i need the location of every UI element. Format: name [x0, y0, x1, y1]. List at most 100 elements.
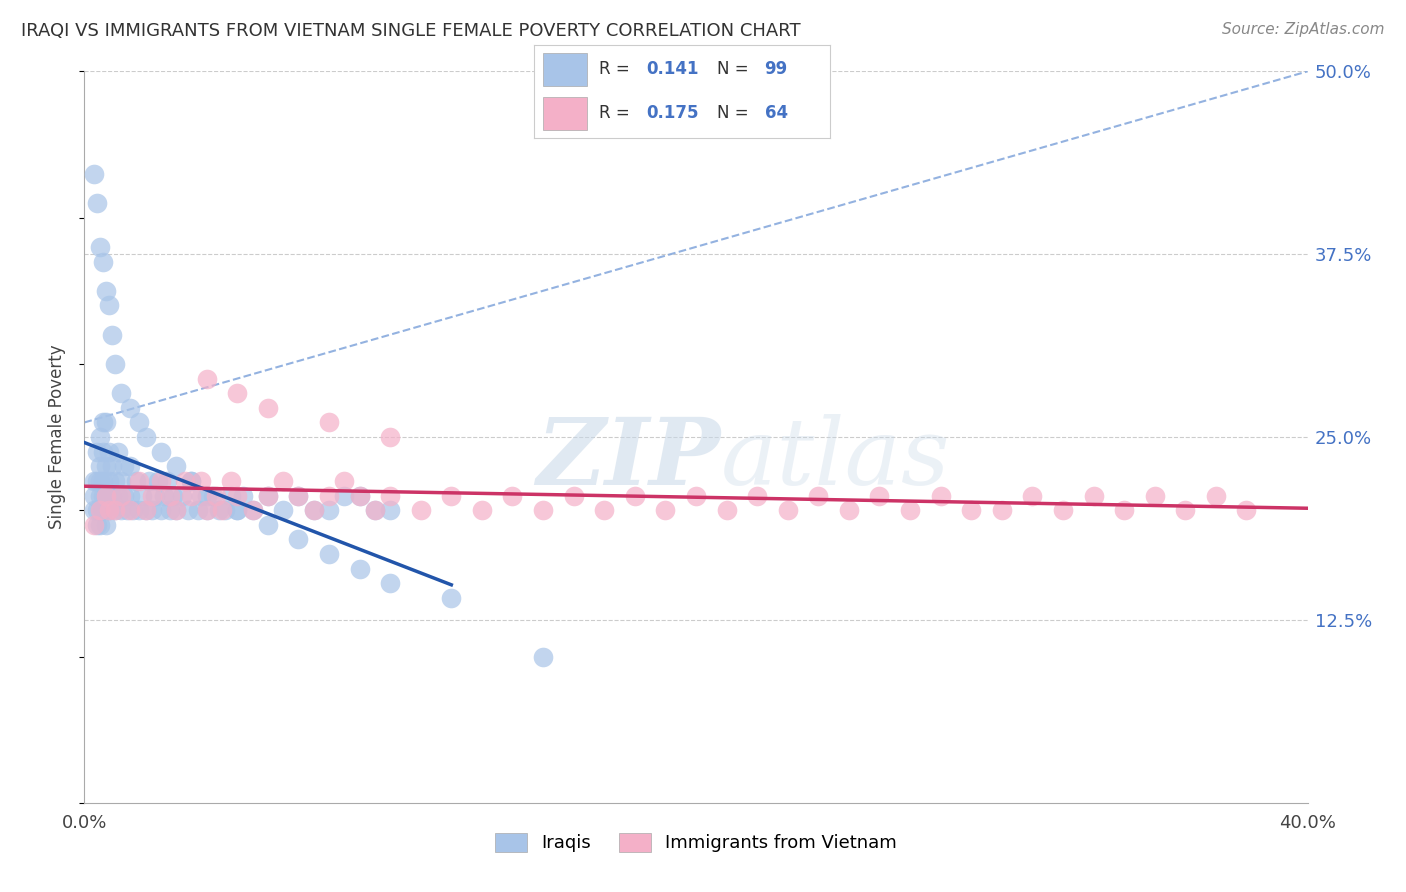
Point — [593, 503, 616, 517]
Point — [101, 459, 124, 474]
Point — [107, 489, 129, 503]
Text: 0.175: 0.175 — [647, 104, 699, 122]
Text: 99: 99 — [765, 61, 787, 78]
Point — [89, 517, 111, 532]
Point — [380, 430, 402, 444]
Point — [232, 489, 254, 503]
Point — [135, 430, 157, 444]
Y-axis label: Single Female Poverty: Single Female Poverty — [48, 345, 66, 529]
Point — [91, 416, 114, 430]
Point — [1021, 489, 1043, 503]
Point — [242, 503, 264, 517]
Point — [89, 240, 111, 254]
Point — [101, 327, 124, 342]
Text: R =: R = — [599, 104, 636, 122]
Point — [776, 503, 799, 517]
Point — [107, 444, 129, 458]
Point — [302, 503, 325, 517]
Point — [624, 489, 647, 503]
Point — [141, 503, 163, 517]
Point — [226, 503, 249, 517]
Point — [287, 489, 309, 503]
Point — [991, 503, 1014, 517]
Point — [174, 474, 197, 488]
Point — [257, 401, 280, 415]
Point — [1143, 489, 1166, 503]
Point — [86, 196, 108, 211]
Point — [146, 474, 169, 488]
Point — [94, 489, 117, 503]
Point — [960, 503, 983, 517]
Point — [257, 489, 280, 503]
Point — [302, 503, 325, 517]
Point — [838, 503, 860, 517]
Point — [110, 503, 132, 517]
Point — [685, 489, 707, 503]
Point — [104, 503, 127, 517]
Point — [219, 474, 242, 488]
Point — [143, 489, 166, 503]
Text: ZIP: ZIP — [536, 414, 720, 504]
Point — [226, 489, 249, 503]
Point — [110, 386, 132, 401]
Point — [180, 474, 202, 488]
Point — [898, 503, 921, 517]
Point — [172, 489, 194, 503]
Point — [318, 416, 340, 430]
Point — [807, 489, 830, 503]
Point — [242, 503, 264, 517]
Point — [409, 503, 432, 517]
Point — [122, 503, 145, 517]
Text: R =: R = — [599, 61, 636, 78]
Point — [226, 386, 249, 401]
Point — [214, 503, 236, 517]
Point — [201, 489, 224, 503]
Point — [287, 533, 309, 547]
FancyBboxPatch shape — [543, 97, 588, 130]
Text: IRAQI VS IMMIGRANTS FROM VIETNAM SINGLE FEMALE POVERTY CORRELATION CHART: IRAQI VS IMMIGRANTS FROM VIETNAM SINGLE … — [21, 22, 800, 40]
Point — [1205, 489, 1227, 503]
Point — [120, 503, 142, 517]
Point — [211, 503, 233, 517]
Point — [195, 371, 218, 385]
Point — [440, 489, 463, 503]
Point — [94, 459, 117, 474]
Point — [97, 474, 120, 488]
Point — [86, 517, 108, 532]
Point — [257, 489, 280, 503]
Point — [91, 474, 114, 488]
Point — [502, 489, 524, 503]
Point — [83, 167, 105, 181]
Text: 64: 64 — [765, 104, 787, 122]
Point — [159, 489, 181, 503]
Point — [208, 503, 231, 517]
Point — [89, 503, 111, 517]
Point — [131, 489, 153, 503]
Point — [1174, 503, 1197, 517]
Text: 0.141: 0.141 — [647, 61, 699, 78]
Point — [364, 503, 387, 517]
Point — [562, 489, 585, 503]
Point — [110, 474, 132, 488]
Point — [149, 474, 172, 488]
Point — [257, 517, 280, 532]
Point — [177, 503, 200, 517]
Point — [89, 503, 111, 517]
Point — [1114, 503, 1136, 517]
Point — [94, 284, 117, 298]
Point — [716, 503, 738, 517]
Point — [190, 489, 212, 503]
Point — [120, 459, 142, 474]
Point — [89, 430, 111, 444]
Point — [104, 503, 127, 517]
Point — [112, 459, 135, 474]
Point — [1083, 489, 1105, 503]
Point — [94, 416, 117, 430]
Point — [531, 503, 554, 517]
Point — [138, 474, 160, 488]
Point — [101, 489, 124, 503]
Point — [654, 503, 676, 517]
Point — [1236, 503, 1258, 517]
Point — [141, 489, 163, 503]
Text: N =: N = — [717, 104, 754, 122]
